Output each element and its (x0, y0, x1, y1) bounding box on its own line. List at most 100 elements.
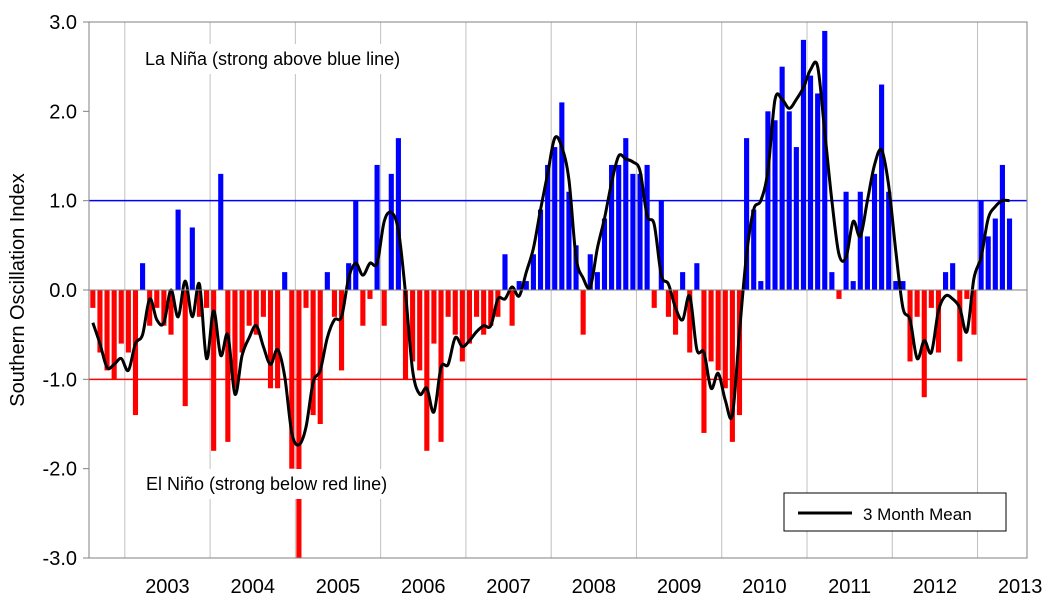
soi-bar (253, 290, 259, 335)
soi-bar (744, 138, 750, 290)
soi-bar (410, 290, 416, 362)
soi-bar (161, 290, 167, 326)
soi-bar (275, 290, 281, 389)
legend-label: 3 Month Mean (863, 505, 972, 524)
soi-bar (573, 245, 579, 290)
soi-bar (715, 290, 721, 371)
soi-bar (559, 102, 565, 291)
y-tick-label: -1.0 (43, 369, 77, 391)
soi-bar (815, 93, 821, 290)
y-tick-label: 1.0 (49, 191, 77, 213)
soi-bar (509, 290, 515, 326)
soi-bar (914, 290, 920, 317)
soi-bar (289, 290, 295, 469)
x-tick-label: 2010 (742, 576, 787, 598)
soi-bar (402, 290, 409, 380)
soi-bar (232, 290, 238, 389)
x-tick-label: 2004 (230, 576, 275, 598)
el-nino-annotation-bg (138, 469, 432, 499)
soi-bar (736, 290, 743, 416)
soi-bar (296, 290, 302, 558)
soi-bar (729, 290, 735, 442)
soi-bar (701, 290, 707, 433)
soi-bar (154, 290, 160, 308)
soi-bar (90, 290, 96, 308)
soi-bar (964, 290, 970, 299)
soi-bar (260, 290, 266, 317)
x-axis-year-labels: 2003 2004 2005 2006 2007 2008 2009 2010 2011 2012… (145, 576, 1042, 598)
soi-bar (843, 191, 849, 290)
soi-bar (758, 281, 764, 290)
soi-bar (182, 290, 188, 407)
soi-bar (97, 290, 103, 353)
soi-bar (196, 290, 202, 317)
three-month-mean-line (91, 60, 1010, 447)
soi-bar (431, 290, 437, 344)
soi-bar (381, 290, 387, 326)
soi-bar (175, 209, 181, 290)
y-tick-label: 0.0 (49, 280, 77, 302)
x-tick-label: 2012 (913, 576, 958, 598)
soi-bar (921, 290, 927, 398)
soi-bar (601, 218, 608, 290)
y-tick-label: -3.0 (43, 548, 77, 570)
soi-bar (481, 290, 487, 335)
soi-bars (90, 30, 1013, 558)
soi-bar (566, 191, 572, 290)
soi-bar (417, 290, 423, 371)
soi-bar (246, 290, 252, 326)
soi-bar (367, 290, 373, 299)
x-tick-label: 2005 (316, 576, 361, 598)
soi-bar (857, 191, 863, 290)
soi-bar (267, 290, 274, 389)
soi-bar (331, 290, 338, 317)
soi-bar (225, 290, 231, 442)
soi-bar (687, 290, 693, 353)
soi-bar (537, 209, 544, 290)
soi-bar (765, 111, 771, 290)
soi-bar (338, 290, 345, 371)
soi-bar (594, 272, 600, 290)
soi-bar (985, 236, 991, 290)
soi-bar (1006, 218, 1013, 290)
soi-bar (950, 263, 956, 290)
x-tick-label: 2006 (401, 576, 446, 598)
soi-bar (879, 84, 885, 290)
soi-bar (644, 164, 650, 290)
soi-bar (943, 272, 949, 290)
soi-bar (665, 290, 671, 317)
soi-bar (992, 218, 998, 290)
soi-bar (111, 290, 117, 380)
soi-bar (751, 209, 757, 290)
soi-bar (317, 290, 323, 424)
soi-bar (957, 290, 963, 362)
soi-bar (609, 164, 615, 290)
reference-lines (89, 199, 1027, 381)
soi-bar (395, 138, 401, 290)
soi-bar (623, 138, 629, 290)
soi-bar (822, 30, 828, 291)
soi-bar (836, 290, 842, 299)
x-tick-label: 2008 (572, 576, 617, 598)
soi-bar (779, 66, 785, 290)
soi-bar (211, 290, 217, 451)
soi-bar (800, 39, 807, 291)
soi-bar (587, 254, 593, 290)
soi-bar (672, 290, 679, 335)
y-tick-label: 3.0 (49, 12, 77, 34)
soi-bar (424, 290, 430, 451)
soi-bar (168, 290, 174, 335)
soi-bar (140, 263, 146, 290)
x-tick-label: 2011 (828, 576, 871, 598)
soi-bar (886, 191, 892, 290)
soi-bar (474, 290, 480, 317)
soi-bar (360, 290, 366, 326)
legend: 3 Month Mean (783, 492, 1007, 532)
soi-bar (580, 290, 586, 335)
soi-bar (353, 200, 359, 290)
soi-bar (324, 272, 330, 290)
soi-bar (118, 290, 124, 344)
soi-bar (637, 173, 643, 290)
soi-bar (545, 164, 551, 290)
